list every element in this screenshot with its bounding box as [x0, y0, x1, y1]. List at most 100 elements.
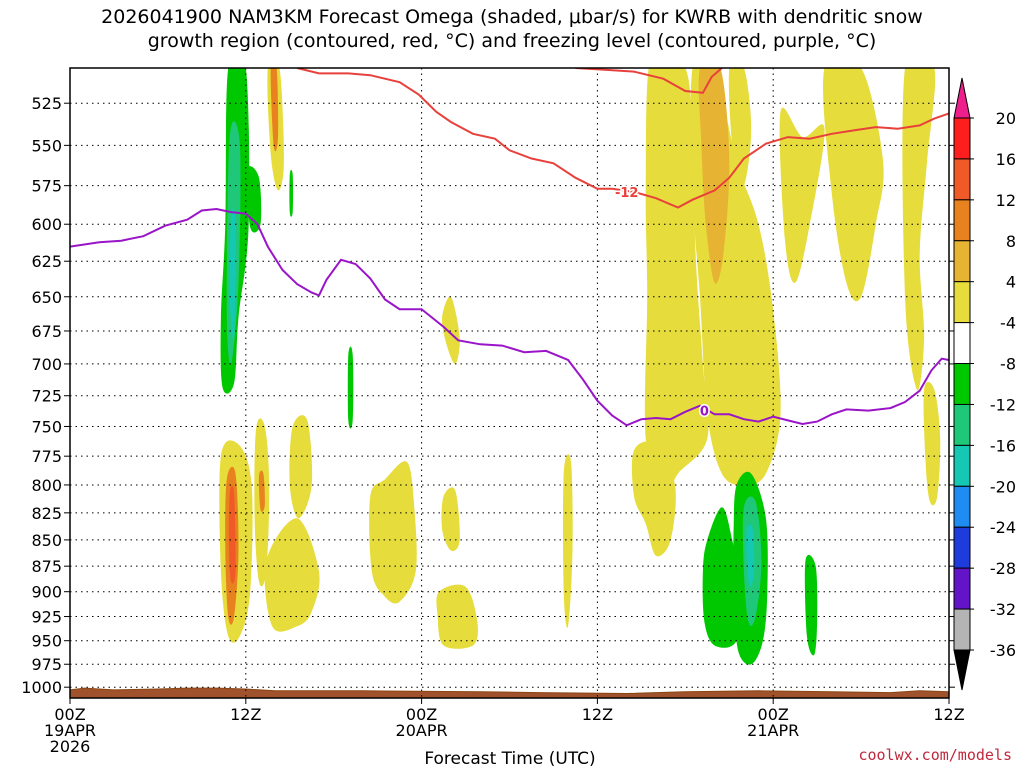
omega-region-6 [289, 169, 294, 217]
omega-region-14 [289, 415, 313, 519]
chart-title-line2: growth region (contoured, red, °C) and f… [147, 30, 877, 52]
omega-region-34 [804, 554, 818, 656]
omega-region-3 [246, 166, 262, 233]
omega-region-26 [779, 107, 825, 283]
omega-shading [219, 68, 941, 665]
colorbar-segment-5 [953, 322, 971, 365]
colorbar-segment-13 [953, 608, 971, 651]
colorbar-label-3: 8 [1006, 232, 1016, 251]
x-tick-label-1-1: 12Z [230, 705, 261, 724]
colorbar-top-arrow [953, 77, 971, 119]
colorbar-segment-8 [953, 444, 971, 487]
freezing-contour-label: 0 [700, 405, 709, 420]
y-tick-label-725: 725 [31, 387, 62, 406]
x-tick-label-4-1: 00Z [758, 705, 789, 724]
y-tick-label-875: 875 [31, 557, 62, 576]
colorbar-segment-10 [953, 526, 971, 569]
x-axis-title: Forecast Time (UTC) [424, 749, 595, 768]
colorbar-segment-0 [953, 117, 971, 160]
y-tick-label-825: 825 [31, 504, 62, 523]
colorbar-label-8: -16 [990, 436, 1016, 455]
colorbar-segment-11 [953, 567, 971, 610]
freezing-level-contour [70, 207, 949, 427]
colorbar-label-0: 20 [996, 109, 1016, 128]
omega-region-13 [264, 518, 320, 632]
plot-frame [69, 67, 950, 699]
omega-region-20 [562, 454, 573, 628]
terrain-layer [70, 687, 949, 698]
y-tick-label-650: 650 [31, 288, 62, 307]
y-tick-label-775: 775 [31, 447, 62, 466]
colorbar-label-7: -12 [990, 395, 1016, 414]
omega-region-10 [228, 485, 236, 584]
colorbar-label-4: 4 [1006, 273, 1016, 292]
colorbar-segment-1 [953, 158, 971, 201]
y-tick-label-575: 575 [31, 177, 62, 196]
dgz-contour-minus12 [296, 68, 949, 209]
y-tick-label-800: 800 [31, 476, 62, 495]
colorbar-label-2: 12 [996, 191, 1016, 210]
x-tick-label-0-2: 19APR [44, 721, 96, 740]
omega-region-18 [436, 584, 478, 649]
y-tick-label-925: 925 [31, 608, 62, 627]
colorbar: 20 16 12 8 4 -4 -8 -12 -16 -20 -24 -28 -32 -36 [953, 77, 1016, 691]
colorbar-segment-2 [953, 199, 971, 242]
x-tick-label-3-1: 12Z [582, 705, 613, 724]
y-tick-label-950: 950 [31, 632, 62, 651]
omega-region-22 [631, 441, 676, 557]
omega-region-5 [229, 208, 236, 341]
contour-layer: -12 0 [70, 68, 949, 427]
y-tick-label-600: 600 [31, 215, 62, 234]
colorbar-label-1: 16 [996, 150, 1016, 169]
chart-title-line1: 2026041900 NAM3KM Forecast Omega (shaded… [101, 6, 923, 28]
dgz-contour-minus12-b [575, 68, 723, 94]
y-tick-label-675: 675 [31, 322, 62, 341]
colorbar-segment-7 [953, 403, 971, 446]
colorbar-segment-9 [953, 485, 971, 528]
omega-region-12 [258, 470, 265, 512]
colorbar-bottom-arrow [953, 649, 971, 691]
omega-region-24 [698, 68, 730, 284]
x-tick-label-0-1: 00Z [54, 705, 85, 724]
terrain-surface [70, 687, 949, 698]
y-tick-label-900: 900 [31, 583, 62, 602]
omega-region-15 [369, 461, 417, 604]
y-axis: 525 550 575 600 625 650 675 700 725 750 775 800 825 8… [21, 94, 955, 697]
colorbar-label-11: -28 [990, 559, 1016, 578]
y-tick-label-850: 850 [31, 531, 62, 550]
y-tick-label-625: 625 [31, 252, 62, 271]
dgz-contour-label: -12 [615, 186, 639, 201]
x-tick-label-2-1: 00Z [406, 705, 437, 724]
colorbar-label-10: -24 [990, 518, 1016, 537]
colorbar-segment-3 [953, 240, 971, 283]
colorbar-label-6: -8 [1000, 355, 1016, 374]
omega-region-19 [441, 296, 460, 364]
y-tick-label-525: 525 [31, 94, 62, 113]
y-tick-label-550: 550 [31, 136, 62, 155]
colorbar-segment-6 [953, 363, 971, 405]
colorbar-label-13: -36 [990, 641, 1016, 660]
x-tick-label-2-2: 20APR [396, 721, 448, 740]
y-tick-label-750: 750 [31, 417, 62, 436]
colorbar-label-9: -20 [990, 477, 1016, 496]
x-tick-label-4-2: 21APR [747, 721, 799, 740]
omega-region-17 [441, 487, 460, 552]
colorbar-label-5: -4 [1000, 314, 1016, 333]
y-tick-label-1000: 1000 [21, 678, 62, 697]
grid-lines [70, 68, 949, 698]
omega-region-27 [823, 68, 884, 302]
omega-region-7 [347, 346, 354, 429]
y-tick-label-700: 700 [31, 355, 62, 374]
x-tick-label-5-1: 12Z [933, 705, 964, 724]
credit-text: coolwx.com/models [858, 746, 1012, 764]
x-tick-label-0-3: 2026 [50, 737, 91, 756]
omega-region-1 [270, 68, 279, 152]
omega-region-30 [702, 507, 742, 648]
omega-region-28 [902, 68, 936, 391]
colorbar-segment-4 [953, 281, 971, 324]
y-tick-label-975: 975 [31, 655, 62, 674]
omega-region-29 [923, 381, 941, 506]
colorbar-label-12: -32 [990, 600, 1016, 619]
